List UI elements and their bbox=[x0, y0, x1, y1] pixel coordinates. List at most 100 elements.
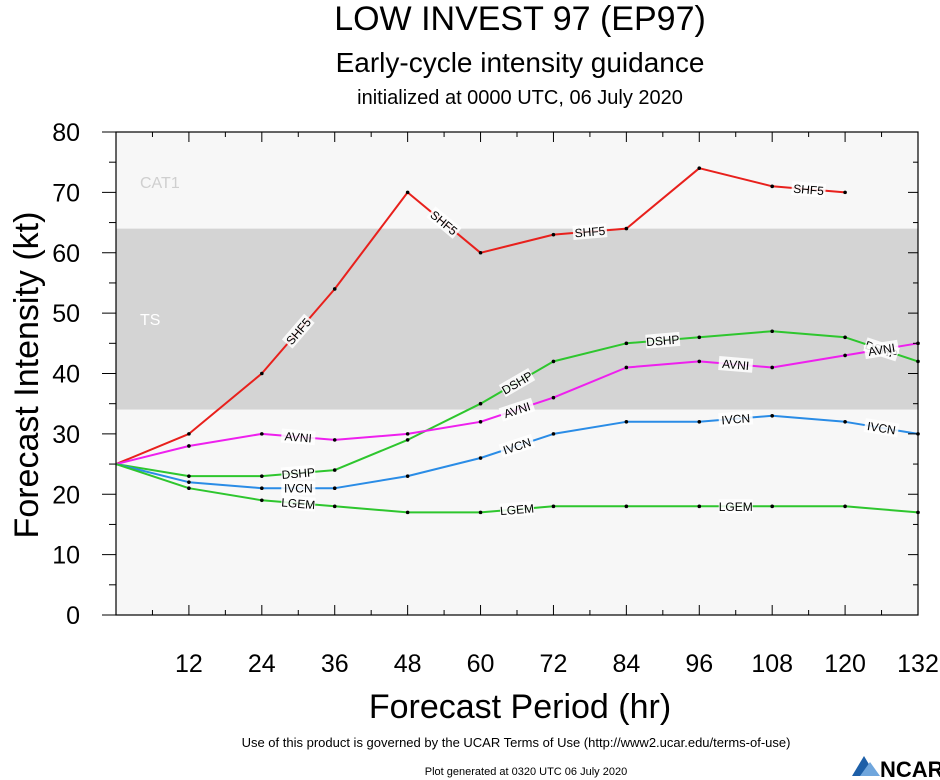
terms-of-use: Use of this product is governed by the U… bbox=[242, 735, 791, 750]
y-axis-label: Forecast Intensity (kt) bbox=[8, 212, 46, 539]
series-label-bg bbox=[863, 418, 900, 438]
series-label-bg bbox=[645, 331, 681, 349]
point-lgem bbox=[405, 510, 410, 515]
point-lgem bbox=[332, 504, 337, 509]
series-label-lgem: LGEM bbox=[499, 500, 535, 518]
point-ivcn bbox=[697, 420, 702, 424]
y-tick-label: 10 bbox=[52, 542, 80, 570]
series-label-text: DSHP bbox=[281, 465, 315, 482]
chart-subtitle: Early-cycle intensity guidance bbox=[336, 47, 705, 78]
x-axis-label: Forecast Period (hr) bbox=[369, 688, 671, 726]
series-label-bg bbox=[572, 223, 608, 240]
intensity-bands bbox=[116, 132, 918, 615]
y-tick-labels: 0 10 20 30 40 50 60 70 80 bbox=[52, 119, 80, 630]
axis-ticks bbox=[102, 131, 919, 616]
ncar-logo-text: NCAR bbox=[880, 757, 940, 780]
point-shf5 bbox=[697, 166, 702, 171]
series-label-ivcn: IVCN bbox=[281, 481, 316, 496]
series-label-ivcn: IVCN bbox=[718, 410, 754, 427]
series-label-lgem: LGEM bbox=[719, 499, 753, 514]
series-label-bg bbox=[718, 499, 753, 514]
point-avni bbox=[478, 420, 483, 424]
point-avni bbox=[551, 395, 556, 400]
band-cat1 bbox=[116, 132, 918, 229]
series-label-dshp: DSHP bbox=[280, 464, 316, 482]
series-label-text: IVCN bbox=[721, 411, 751, 427]
point-shf5 bbox=[770, 184, 774, 189]
series-label-avni: AVNI bbox=[280, 428, 316, 446]
band-label: CAT1 bbox=[140, 175, 180, 192]
point-shf5 bbox=[624, 226, 629, 231]
point-ivcn bbox=[332, 486, 337, 491]
series-label-shf5: SHF5 bbox=[791, 181, 827, 198]
x-tick-label: 108 bbox=[751, 650, 793, 678]
series-label-bg bbox=[863, 339, 900, 360]
x-tick-label: 72 bbox=[540, 650, 568, 678]
point-shf5 bbox=[332, 287, 337, 291]
point-shf5 bbox=[843, 190, 847, 195]
point-lgem bbox=[551, 504, 556, 509]
point-shf5 bbox=[260, 371, 264, 376]
y-tick-label: 80 bbox=[52, 119, 80, 147]
point-dshp bbox=[770, 329, 774, 334]
point-lgem bbox=[624, 504, 629, 509]
series-label-text: LGEM bbox=[281, 495, 316, 512]
series-label-bg bbox=[718, 356, 754, 373]
point-shf5 bbox=[551, 232, 556, 237]
x-tick-label: 48 bbox=[394, 650, 422, 678]
series-label-bg bbox=[281, 313, 315, 349]
series-label-text: AVNI bbox=[722, 357, 750, 373]
x-tick-label: 120 bbox=[824, 650, 866, 678]
point-dshp bbox=[187, 474, 191, 478]
series-label-bg bbox=[280, 428, 316, 446]
point-lgem bbox=[478, 510, 483, 515]
series-label-bg bbox=[426, 206, 462, 239]
point-dshp bbox=[332, 468, 337, 472]
x-tick-labels: 12 24 36 48 60 72 84 96 108 120 132 bbox=[175, 650, 939, 678]
series-label-bg bbox=[281, 481, 316, 496]
series-label-text: AVNI bbox=[867, 341, 896, 359]
point-ivcn bbox=[405, 474, 410, 478]
point-dshp bbox=[624, 341, 629, 346]
point-dshp bbox=[551, 359, 556, 364]
series-label-bg bbox=[498, 433, 536, 458]
point-ivcn bbox=[187, 480, 191, 484]
x-tick-label: 84 bbox=[612, 650, 640, 678]
point-lgem bbox=[770, 504, 774, 509]
point-ivcn bbox=[551, 432, 556, 436]
y-tick-label: 0 bbox=[66, 602, 80, 630]
y-tick-label: 50 bbox=[52, 300, 80, 328]
chart-init-time: initialized at 0000 UTC, 06 July 2020 bbox=[357, 87, 683, 109]
series-label-dshp: DSHP bbox=[645, 331, 681, 349]
series-label-avni: AVNI bbox=[863, 339, 900, 360]
point-shf5 bbox=[478, 250, 483, 255]
x-tick-label: 60 bbox=[467, 650, 495, 678]
series-label-bg bbox=[498, 368, 536, 398]
series-label-text: SHF5 bbox=[574, 224, 606, 240]
series-label-text: IVCN bbox=[866, 419, 897, 437]
series-labels: SHF5SHF5SHF5SHF5DSHPDSHPDSHPDSHPAVNIAVNI… bbox=[281, 181, 900, 518]
point-avni bbox=[843, 353, 847, 358]
series-label-text: LGEM bbox=[500, 501, 535, 518]
series-label-text: AVNI bbox=[284, 429, 312, 445]
point-avni bbox=[405, 432, 410, 436]
point-ivcn bbox=[260, 486, 264, 491]
point-dshp bbox=[843, 335, 847, 340]
band-labels: CAT1 TS bbox=[140, 175, 180, 329]
series-label-text: LGEM bbox=[719, 500, 753, 514]
point-lgem bbox=[697, 504, 702, 509]
x-tick-label: 12 bbox=[175, 650, 203, 678]
series-label-bg bbox=[499, 500, 535, 518]
series-label-shf5: SHF5 bbox=[572, 223, 608, 240]
plot-generated: Plot generated at 0320 UTC 06 July 2020 bbox=[425, 766, 627, 778]
series-label-avni: AVNI bbox=[718, 356, 754, 373]
series-label-text: SHF5 bbox=[793, 182, 825, 198]
point-shf5 bbox=[405, 190, 410, 195]
series-label-ivcn: IVCN bbox=[863, 418, 900, 438]
point-ivcn bbox=[478, 456, 483, 460]
point-dshp bbox=[405, 438, 410, 442]
point-shf5 bbox=[187, 432, 191, 436]
point-avni bbox=[624, 365, 629, 370]
series-label-bg bbox=[280, 494, 316, 512]
